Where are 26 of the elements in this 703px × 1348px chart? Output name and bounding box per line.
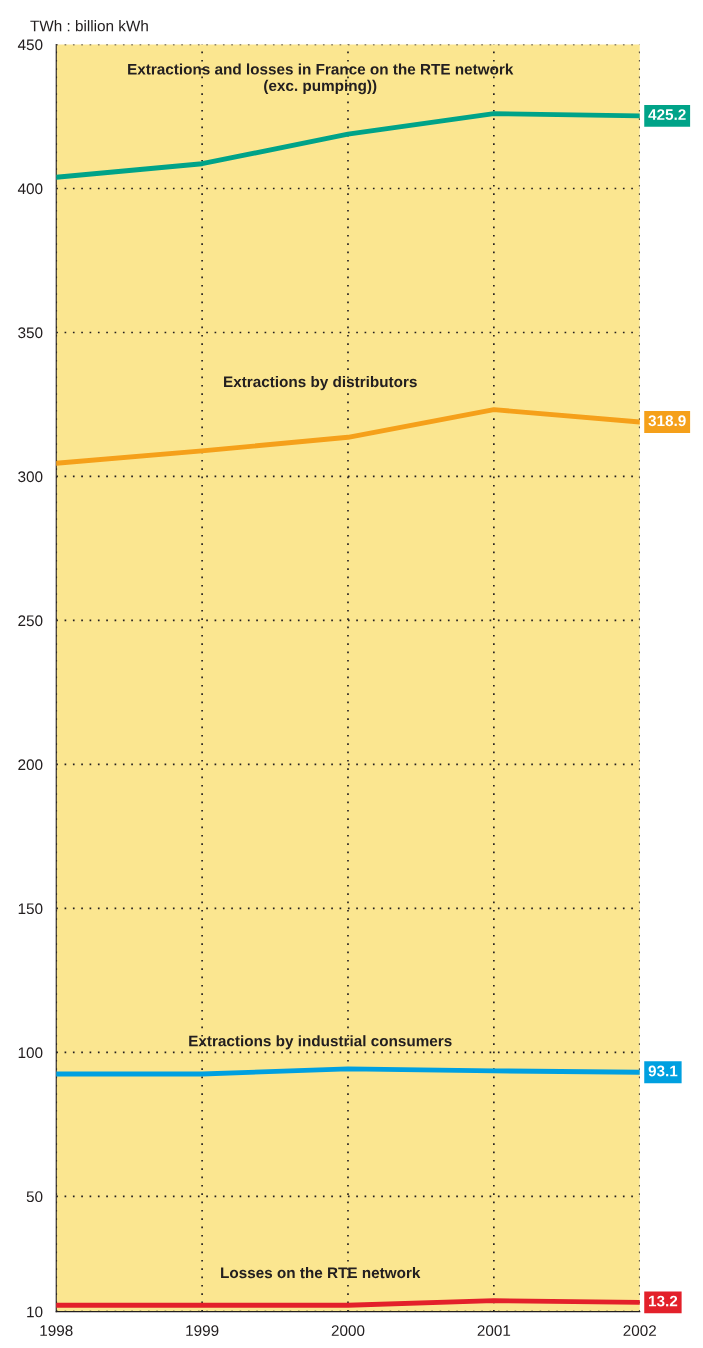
data-label: 93.1 xyxy=(648,1065,678,1077)
y-tick-label: 50 xyxy=(26,1191,43,1203)
text: Extractions by distributors xyxy=(224,375,417,391)
data-label: 318.9 xyxy=(648,415,686,427)
data-label: 425.2 xyxy=(648,109,686,120)
y-tick-label: 100 xyxy=(18,1047,43,1059)
y-tick-label: 10 xyxy=(27,1306,43,1318)
x-tick-label: 1999 xyxy=(186,1325,219,1337)
x-tick-label: 2002 xyxy=(623,1325,656,1337)
y-tick-label: 300 xyxy=(18,471,43,483)
line-series xyxy=(56,407,640,466)
series-label: Extractions and losses in France on the RTE network (exc. pumping)) xyxy=(128,63,514,95)
y-tick-label: 200 xyxy=(18,759,43,771)
data-label: 13.2 xyxy=(649,1295,678,1307)
y-tick-label: 400 xyxy=(17,183,43,195)
y-tick-label: 150 xyxy=(18,903,43,915)
x-tick-label: 1998 xyxy=(40,1325,73,1337)
y-tick-label: 450 xyxy=(17,39,43,51)
y-tick-label: 350 xyxy=(18,327,43,339)
x-tick-label: 2001 xyxy=(477,1325,511,1337)
x-tick-label: 2000 xyxy=(331,1325,365,1337)
series-label: Extractions by industrial consumers xyxy=(189,1035,452,1050)
y-axis-title: TWh : billion kWh xyxy=(30,20,148,32)
y-tick-label: 250 xyxy=(18,615,43,627)
series-label: Losses on the RTE network xyxy=(221,1266,421,1279)
line-series xyxy=(56,111,640,180)
